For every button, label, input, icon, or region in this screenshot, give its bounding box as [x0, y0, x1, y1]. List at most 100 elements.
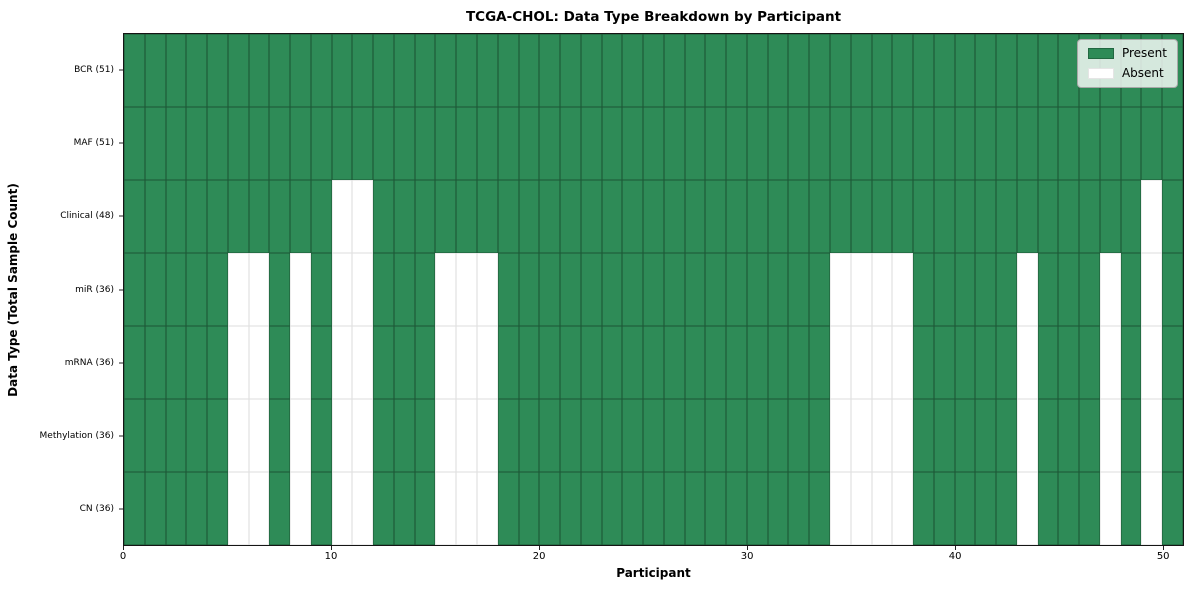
heatmap-cell [498, 399, 519, 472]
heatmap-cell [560, 107, 581, 180]
heatmap-cell [332, 34, 353, 107]
heatmap-cell [850, 472, 872, 545]
heatmap-cell [768, 180, 789, 253]
x-axis-ticks: 0 10 20 30 40 50 [120, 546, 1184, 576]
heatmap-cell [519, 253, 540, 326]
heatmap-cell [394, 107, 415, 180]
heatmap-cell [996, 253, 1017, 326]
heatmap-cell [207, 472, 228, 545]
heatmap-cell [1121, 107, 1142, 180]
heatmap-cell [1016, 253, 1038, 326]
heatmap-cell [394, 326, 415, 399]
heatmap-cell [311, 34, 332, 107]
heatmap-cell [726, 399, 747, 472]
heatmap-cell [602, 253, 623, 326]
heatmap-cell [519, 326, 540, 399]
heatmap-cell [124, 472, 145, 545]
heatmap-cell [352, 399, 374, 472]
heatmap-cell [892, 34, 913, 107]
heatmap-cell [207, 34, 228, 107]
heatmap-cell [477, 107, 498, 180]
heatmap-cell [560, 326, 581, 399]
heatmap-cell [809, 253, 830, 326]
heatmap-cell [934, 107, 955, 180]
heatmap-cell [311, 180, 332, 253]
heatmap-cell [435, 107, 456, 180]
heatmap-cell [1141, 399, 1163, 472]
heatmap-cell [622, 399, 643, 472]
heatmap-cell [415, 399, 436, 472]
heatmap-cell [228, 34, 249, 107]
heatmap-cell [456, 472, 477, 545]
heatmap-cell [519, 399, 540, 472]
heatmap-cell [1162, 472, 1183, 545]
heatmap-cell [539, 180, 560, 253]
heatmap-cell [373, 472, 394, 545]
heatmap-cell [435, 180, 456, 253]
heatmap-cell [747, 34, 768, 107]
heatmap-cell [311, 472, 332, 545]
y-tick-mark [119, 289, 123, 290]
heatmap-cell [227, 253, 249, 326]
heatmap-cell [477, 180, 498, 253]
heatmap-cell [519, 472, 540, 545]
heatmap-cell [290, 399, 311, 472]
heatmap-cell [248, 253, 270, 326]
heatmap-cell [685, 253, 706, 326]
heatmap-cell [560, 472, 581, 545]
heatmap-cell [1017, 34, 1038, 107]
y-tick-mark [119, 142, 123, 144]
heatmap-cell [747, 472, 768, 545]
heatmap-cell [1016, 399, 1038, 472]
heatmap-cell [456, 326, 477, 399]
heatmap-cell [207, 107, 228, 180]
heatmap-cell [373, 107, 394, 180]
heatmap-cell [290, 107, 311, 180]
heatmap-cell [331, 399, 353, 472]
heatmap-cell [788, 399, 809, 472]
heatmap-cell [622, 34, 643, 107]
heatmap-cell [1016, 472, 1038, 545]
heatmap-cell [705, 180, 726, 253]
heatmap-cell [955, 180, 976, 253]
heatmap-cell [1017, 180, 1038, 253]
heatmap-cell [768, 107, 789, 180]
heatmap-cell [809, 326, 830, 399]
heatmap-cell [166, 34, 187, 107]
heatmap-cell [996, 472, 1017, 545]
heatmap-cell [352, 180, 374, 253]
heatmap-cell [394, 253, 415, 326]
heatmap-cell [996, 107, 1017, 180]
heatmap-cell [664, 326, 685, 399]
heatmap-cell [476, 399, 498, 472]
heatmap-cell [705, 399, 726, 472]
heatmap-cell [643, 107, 664, 180]
heatmap-cell [186, 472, 207, 545]
heatmap-cell [892, 326, 914, 399]
heatmap-cell [934, 326, 955, 399]
x-tick-label: 20 [532, 551, 546, 562]
heatmap-cell [1058, 399, 1079, 472]
heatmap-cell [622, 180, 643, 253]
x-tick-mark [747, 546, 749, 550]
heatmap-cell [1038, 180, 1059, 253]
heatmap-cell [851, 180, 872, 253]
heatmap-cell [664, 107, 685, 180]
x-tick-mark [955, 546, 957, 550]
heatmap-cell [788, 34, 809, 107]
heatmap-cell [415, 472, 436, 545]
heatmap-cell [269, 253, 290, 326]
heatmap-cell [996, 34, 1017, 107]
x-axis-label: Participant [616, 566, 691, 580]
heatmap-cell [830, 34, 851, 107]
heatmap-cell [809, 34, 830, 107]
heatmap-cell [726, 253, 747, 326]
heatmap-cell [498, 326, 519, 399]
heatmap-cell [975, 399, 996, 472]
heatmap-cell [850, 326, 872, 399]
heatmap-cell [539, 253, 560, 326]
heatmap-cell [1100, 107, 1121, 180]
heatmap-cell [1017, 107, 1038, 180]
heatmap-cell [539, 472, 560, 545]
heatmap-cell [352, 472, 374, 545]
